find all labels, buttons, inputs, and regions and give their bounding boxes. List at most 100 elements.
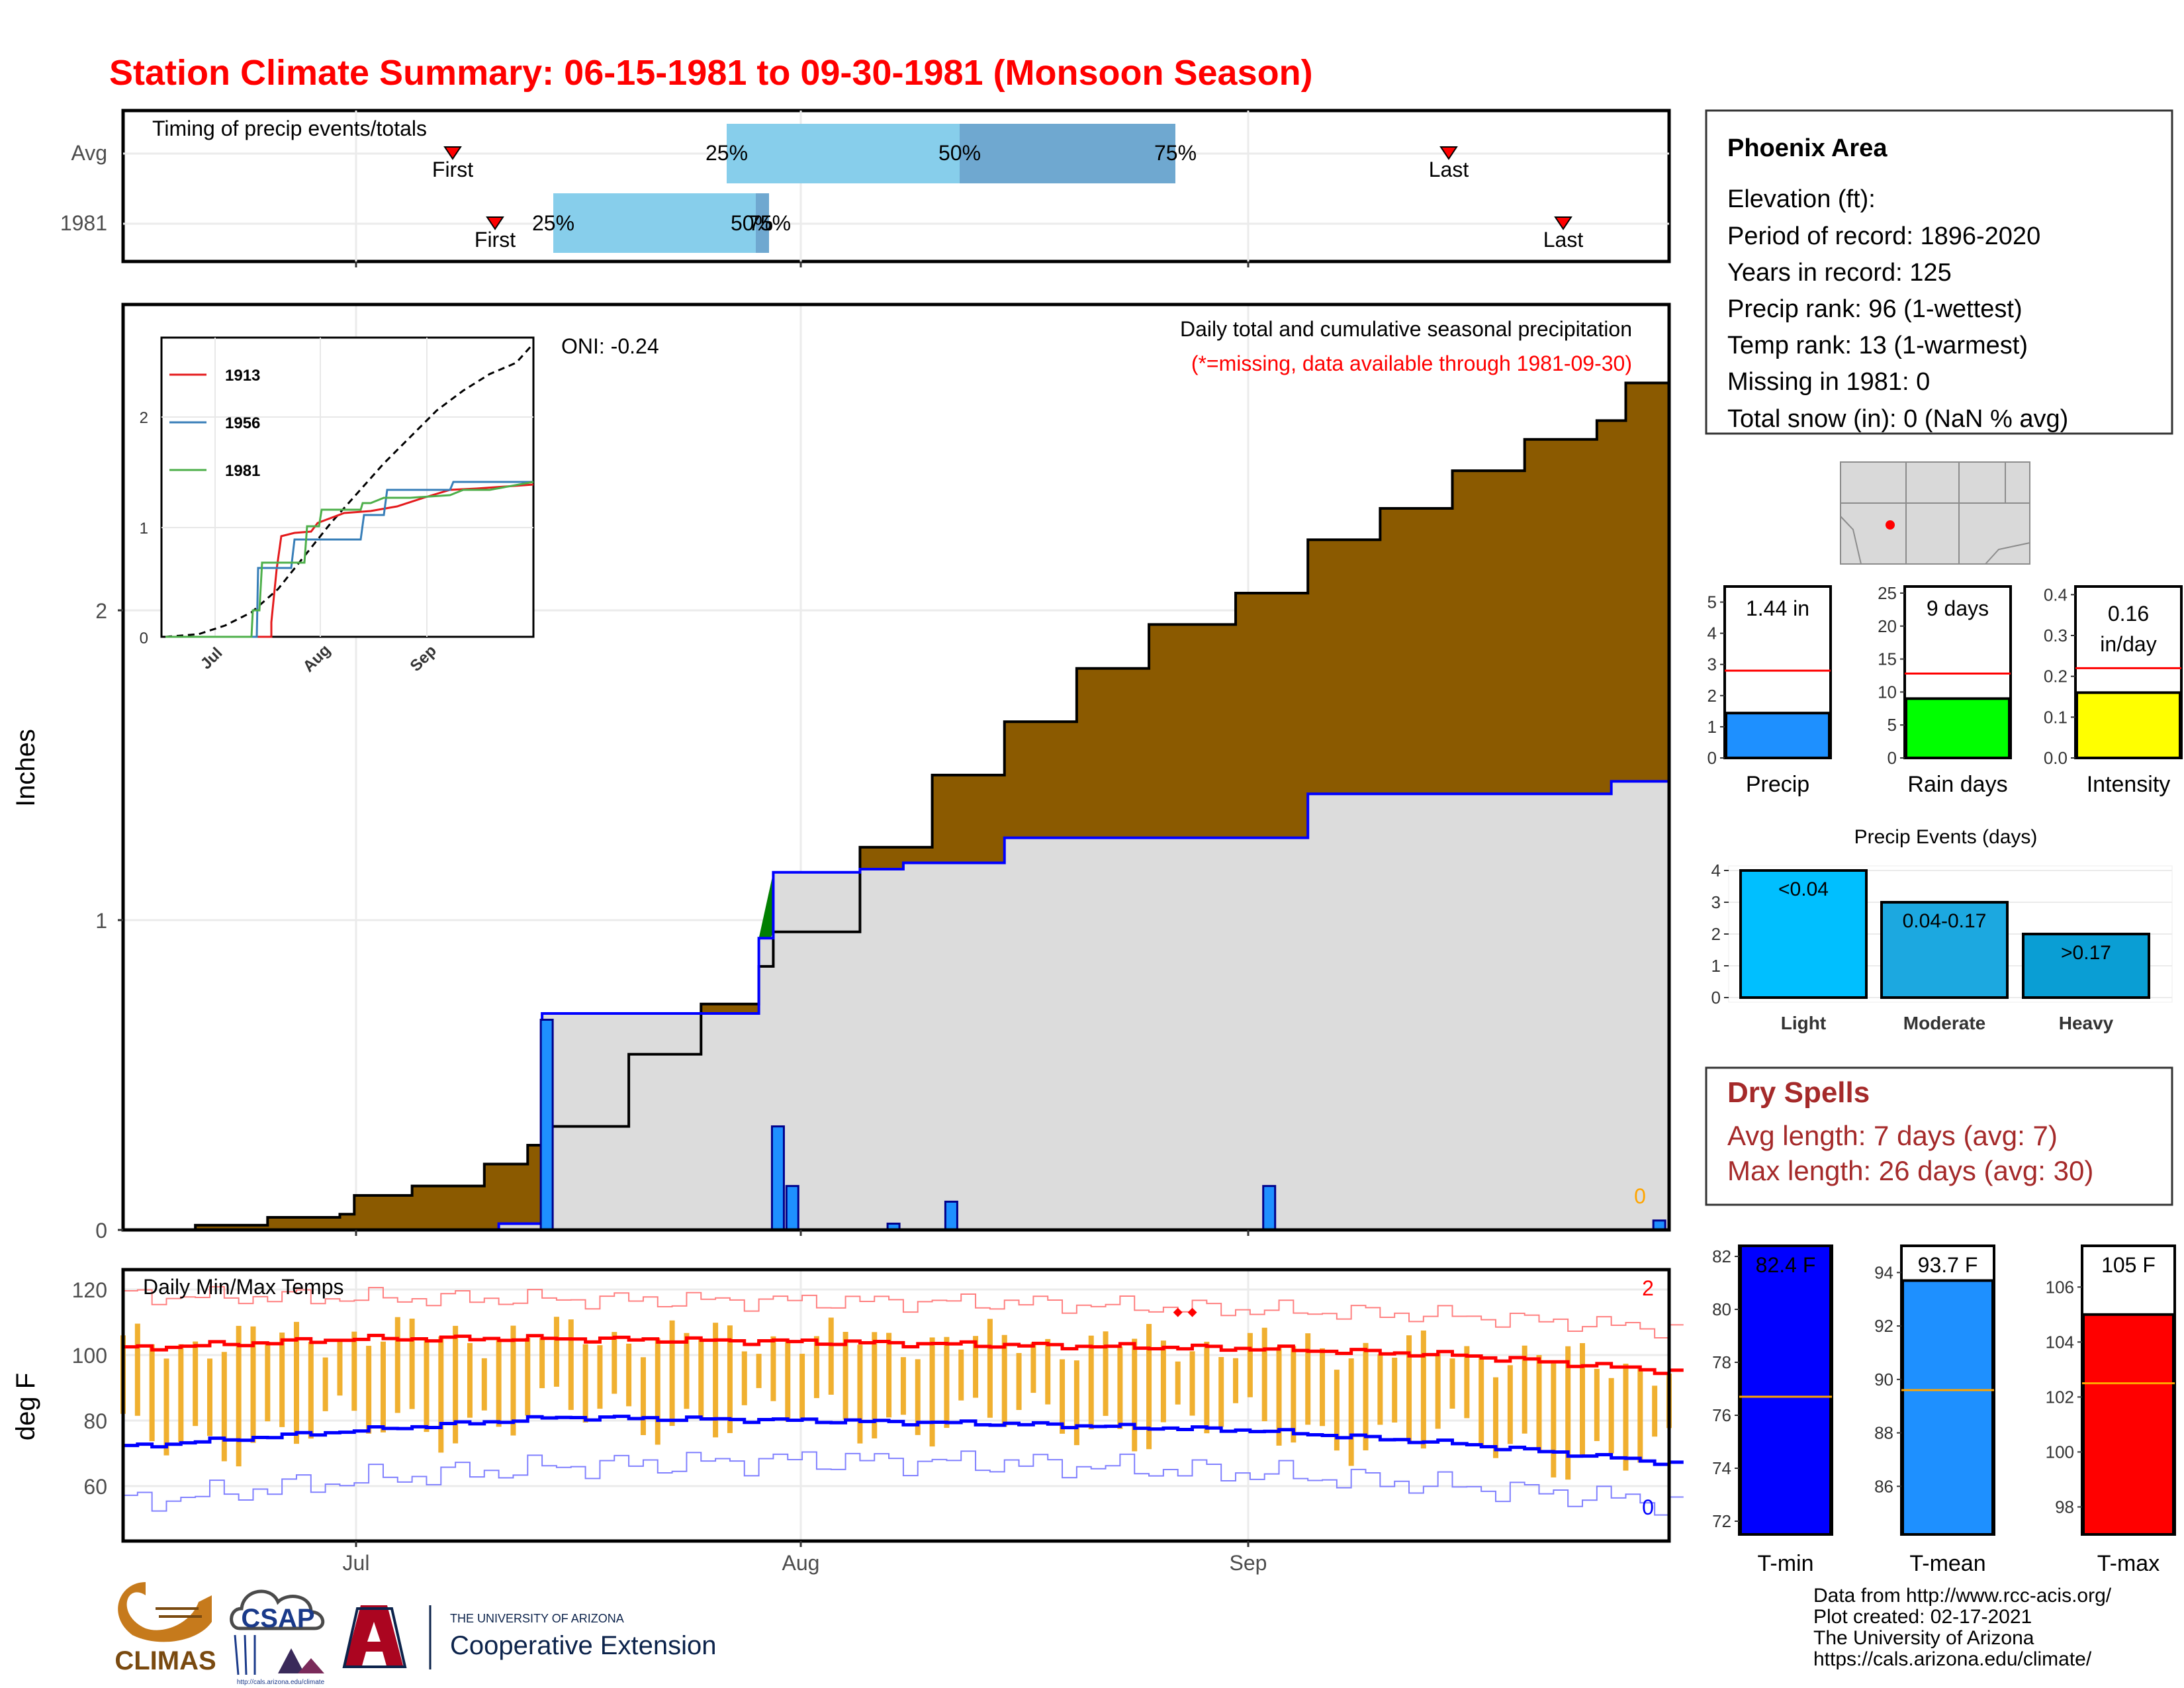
event-bar-heavy [2022, 933, 2150, 999]
timing-avg-last-label: Last [1429, 158, 1469, 181]
daily-temp-range-bar [713, 1323, 719, 1438]
locator-map [1840, 461, 2030, 565]
cumulative-observed-area [123, 778, 1669, 1230]
station-line: Total snow (in): 0 (NaN % avg) [1727, 405, 2068, 433]
daily-temp-range-bar [828, 1317, 834, 1395]
dry-spells-max: Max length: 26 days (avg: 30) [1727, 1155, 2093, 1186]
station-line: Precip rank: 96 (1-wettest) [1727, 295, 2023, 323]
mini-bar-name: Rain days [1907, 772, 2007, 797]
temp-bar-value [1901, 1279, 1994, 1536]
x-axis: Jul Aug Sep [343, 261, 1267, 1575]
station-line: Elevation (ft): [1727, 185, 1876, 213]
daily-temp-range-bar [337, 1340, 343, 1396]
event-bar-label: >0.17 [2061, 942, 2111, 964]
precip-panel: 0 1 2 Inches Daily total and cumulative … [11, 303, 1671, 1243]
mini-bar-tick-label: 0.0 [2044, 748, 2068, 768]
daily-temp-range-bar [684, 1333, 690, 1409]
mini-bar-tick-label: 0.1 [2044, 707, 2068, 727]
daily-temp-range-bar [698, 1339, 704, 1419]
temp-y-tick: 120 [72, 1278, 107, 1302]
daily-temp-range-bar [553, 1317, 559, 1387]
daily-temp-range-bar [1479, 1357, 1484, 1447]
daily-temp-range-bar [366, 1346, 372, 1434]
dry-spells-avg: Avg length: 7 days (avg: 7) [1727, 1120, 2058, 1151]
timing-avg-p75: 75% [1154, 141, 1197, 165]
daily-temp-range-bar [741, 1351, 747, 1405]
daily-temp-range-bar [900, 1357, 906, 1415]
precip-daily-bars [539, 1018, 1666, 1231]
daily-temp-range-bar [1218, 1356, 1224, 1427]
climas-logo: CLIMAS [114, 1582, 216, 1675]
station-name: Phoenix Area [1727, 134, 1888, 162]
daily-temp-range-bar [1146, 1324, 1152, 1450]
csap-logo-text: CSAP [241, 1604, 314, 1633]
daily-temp-range-bar [1464, 1346, 1470, 1419]
temp-bar-tick-label: 86 [1874, 1476, 1893, 1496]
events-tick-label: 0 [1711, 988, 1721, 1008]
daily-precip-bar [770, 1125, 785, 1231]
temp-bar-chart-t-min: 82.4 F 72 74 76 78 80 82 T-min [1712, 1244, 1833, 1576]
x-tick-aug: Aug [782, 1551, 820, 1575]
daily-temp-range-bar [1160, 1340, 1166, 1423]
daily-temp-range-bar [857, 1344, 863, 1444]
daily-temp-range-bar [1334, 1370, 1340, 1451]
temp-bar-tick-label: 80 [1712, 1299, 1731, 1319]
footer-credits: Data from http://www.rcc-acis.org/ Plot … [1813, 1585, 2112, 1670]
timing-year-50-75-bar [756, 193, 769, 253]
daily-temp-range-bar [929, 1337, 935, 1447]
event-bar-label: 0.04-0.17 [1903, 910, 1987, 932]
mini-bar-tick-label: 0.4 [2044, 585, 2068, 604]
dry-spells-title: Dry Spells [1727, 1076, 1870, 1109]
daily-temp-range-bar [1348, 1358, 1354, 1466]
record-high-point [1187, 1307, 1197, 1317]
daily-temp-range-bar [1073, 1360, 1079, 1446]
temperature-bar-charts: 82.4 F 72 74 76 78 80 82 T-min 93.7 F 86 88 90 92 94 T… [1712, 1244, 2176, 1576]
daily-temp-range-bar [1608, 1378, 1614, 1454]
footer-line: The University of Arizona [1813, 1627, 2034, 1649]
temp-bar-tick-label: 94 [1874, 1262, 1893, 1282]
mini-bar-value-label: 9 days [1927, 596, 1989, 620]
temp-bar-tick-label: 74 [1712, 1458, 1731, 1478]
daily-temp-range-bar [1522, 1345, 1527, 1434]
inset-y-tick: 0 [140, 630, 148, 647]
summary-bar-charts: 1.44 in 0 1 2 3 4 5 Precip 9 days 0 5 10 15 20 25 Rain … [1707, 583, 2183, 797]
temp-y-tick: 100 [72, 1344, 107, 1368]
daily-temp-range-bar [1001, 1335, 1007, 1427]
daily-temp-range-bar [1493, 1377, 1499, 1458]
temp-bar-tick-label: 92 [1874, 1316, 1893, 1336]
daily-temp-range-bar [597, 1345, 603, 1409]
daily-temp-range-bar [1406, 1335, 1412, 1442]
station-line: Years in record: 125 [1727, 259, 1952, 287]
daily-temp-range-bar [1261, 1327, 1267, 1422]
timing-row-year-label: 1981 [60, 211, 107, 235]
events-tick-label: 2 [1711, 924, 1721, 944]
daily-temp-range-bar [279, 1333, 285, 1427]
temp-bar-value [2082, 1313, 2175, 1536]
temp-bar-tick-label: 82 [1712, 1246, 1731, 1266]
temp-series [120, 1286, 1684, 1516]
mini-bar-tick-label: 5 [1888, 715, 1897, 735]
timing-year-p75: 75% [749, 211, 791, 235]
inset-y-tick: 2 [140, 409, 148, 427]
temp-bar-tick-label: 100 [2046, 1442, 2074, 1462]
timing-year-25-50-bar [553, 193, 756, 253]
inset-series-1981 [165, 481, 534, 638]
csap-logo: CSAP http://cals.arizona.edu/climate [230, 1589, 325, 1686]
temp-record-low-count: 0 [1642, 1495, 1654, 1519]
temp-panel-frame [121, 1268, 1671, 1543]
daily-temp-range-bar [1088, 1335, 1094, 1430]
daily-temp-range-bar [1392, 1358, 1398, 1423]
mini-bar-value-label: in/day [2100, 632, 2156, 656]
precip-panel-frame [121, 303, 1671, 1232]
climas-logo-text: CLIMAS [114, 1646, 216, 1675]
daily-temp-range-bar [351, 1331, 357, 1411]
timing-avg-p50: 50% [938, 141, 981, 165]
precip-caption-missing: (*=missing, data available through 1981-… [1191, 352, 1632, 375]
inset-y-tick: 1 [140, 520, 148, 538]
daily-temp-range-bar [886, 1333, 892, 1418]
daily-temp-range-bar [308, 1342, 314, 1439]
daily-temp-range-bar [727, 1325, 733, 1433]
temp-bar-name: T-min [1758, 1551, 1814, 1576]
daily-temp-range-bar [1103, 1331, 1109, 1416]
daily-temp-range-bar [842, 1331, 848, 1420]
